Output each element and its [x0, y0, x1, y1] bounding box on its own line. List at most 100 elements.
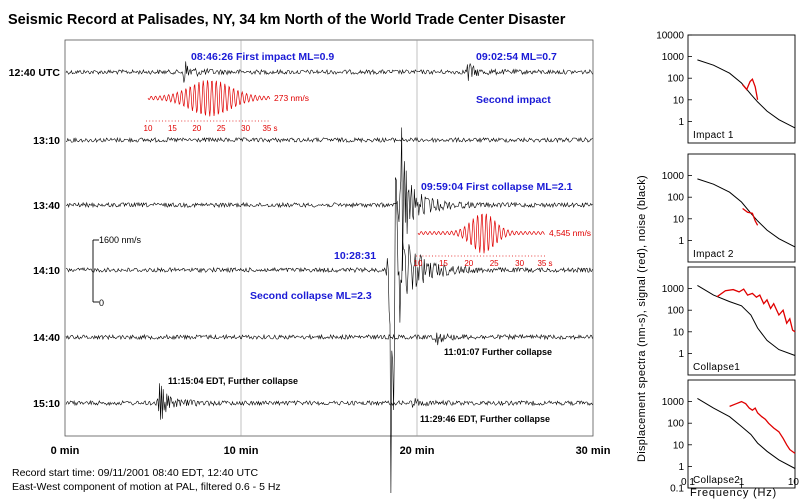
signal-spectrum-line [716, 288, 796, 333]
spectra-x-tick-label: 1 [739, 477, 745, 488]
footer-line-1: Record start time: 09/11/2001 08:40 EDT,… [12, 467, 259, 479]
seismogram-panel: 12:40 UTC 13:10 13:40 14:10 14:40 15:10 0 min… [9, 39, 611, 494]
spectra-subpanel: 1 10 100 1000 Impact 2 [662, 153, 796, 263]
seismogram-gridlines [240, 40, 418, 436]
noise-spectrum-line [697, 59, 796, 129]
seismogram-row-label: 14:40 [33, 332, 60, 344]
seismogram-rows: 12:40 UTC 13:10 13:40 14:10 14:40 15:10 [9, 67, 61, 410]
spectra-y-axis-label: Displacement spectra (nm-s), signal (red… [636, 175, 648, 462]
seismogram-event-label: Second impact [476, 94, 551, 106]
spectra-y-tick-label: 1000 [662, 397, 685, 408]
seismogram-x-tick-label: 30 min [576, 445, 611, 457]
seismogram-traces [65, 61, 593, 494]
inset-tick-label: 25 [217, 124, 226, 133]
noise-spectrum-line [697, 284, 796, 356]
seismogram-trace [65, 383, 593, 420]
spectra-x-tick-label: 0.1 [681, 477, 695, 488]
spectra-subpanel: 1 10 100 1000 10000 Impact 1 [656, 31, 796, 144]
seismogram-trace [65, 127, 593, 271]
seismogram-event-label: 11:15:04 EDT, Further collapse [168, 376, 298, 386]
figure-title: Seismic Record at Palisades, NY, 34 km N… [8, 12, 566, 28]
inset-waveform [147, 80, 271, 117]
seismogram-event-labels: 08:46:26 First impact ML=0.9 09:02:54 ML=… [168, 51, 573, 424]
seismogram-event-label: 11:29:46 EDT, Further collapse [420, 414, 550, 424]
spectra-y-tick-label: 1000 [662, 284, 685, 295]
inset-tick-label: 15 [168, 124, 177, 133]
spectra-y-tick-label: 10000 [656, 31, 684, 42]
seismogram-event-label: Second collapse ML=2.3 [250, 290, 372, 302]
seismogram-frame [64, 39, 594, 437]
inset-tick-label: 10 [414, 259, 423, 268]
spectra-y-tick-label: 1 [678, 349, 684, 360]
spectra-y-tick-label: 1 [678, 462, 684, 473]
inset-tick-label: 20 [464, 259, 473, 268]
spectra-y-tick-label: 10 [673, 214, 685, 225]
seismogram-trace [65, 332, 593, 346]
scale-bar-zero-label: 0 [99, 298, 104, 308]
spectra-subpanel-frame [687, 153, 796, 263]
spectra-subpanel-label: Collapse2 [693, 475, 740, 486]
footer-line-2: East-West component of motion at PAL, fi… [12, 481, 281, 493]
seismogram-row-label: 14:10 [33, 265, 60, 277]
signal-spectrum-line [742, 207, 759, 226]
spectra-subpanel-frame [687, 266, 796, 376]
spectra-y-tick-label: 1000 [662, 171, 685, 182]
inset-peak-label: 273 nm/s [274, 93, 309, 103]
inset-waveform [417, 213, 545, 254]
seismogram-event-label: 11:01:07 Further collapse [444, 347, 552, 357]
seismogram-x-ticks: 0 min 10 min 20 min 30 min [51, 445, 611, 457]
seismogram-row-label: 13:40 [33, 200, 60, 212]
spectra-y-tick-label: 10 [673, 440, 685, 451]
inset-tick-label: 35 s [262, 124, 277, 133]
spectra-y-tick-label: 100 [667, 419, 684, 430]
scale-bar: 1600 nm/s 0 [92, 235, 142, 308]
spectra-subpanels: 1 10 100 1000 10000 Impact 1 1 10 100 1000 Impact … [656, 31, 796, 495]
spectra-y-tick-label: 1000 [662, 52, 685, 63]
seismogram-event-label: 08:46:26 First impact ML=0.9 [191, 51, 334, 63]
spectra-subpanel-label: Impact 2 [693, 249, 734, 260]
inset-tick-label: 15 [439, 259, 448, 268]
seismogram-trace [65, 136, 593, 144]
seismogram-event-label: 10:28:31 [334, 250, 376, 262]
spectra-y-tick-label: 100 [667, 193, 684, 204]
spectra-subpanel-frame [687, 379, 796, 489]
inset-tick-label: 30 [241, 124, 250, 133]
spectra-y-tick-label: 0.1 [670, 484, 684, 495]
spectra-x-ticks: 0.1 1 10 [681, 477, 799, 488]
seismogram-event-label: 09:02:54 ML=0.7 [476, 51, 557, 63]
inset-peak-label: 4,545 nm/s [549, 228, 591, 238]
seismogram-row-label: 12:40 UTC [9, 67, 61, 79]
seismogram-x-tick-label: 10 min [224, 445, 259, 457]
spectra-x-axis-label: Frequency (Hz) [690, 487, 777, 499]
inset-tick-label: 20 [192, 124, 201, 133]
seismogram-row-label: 13:10 [33, 135, 60, 147]
inset-tick-label: 35 s [537, 259, 552, 268]
spectra-x-tick-label: 10 [788, 477, 800, 488]
seismogram-x-tick-label: 0 min [51, 445, 80, 457]
spectra-y-tick-label: 10 [673, 95, 685, 106]
seismogram-x-tick-label: 20 min [400, 445, 435, 457]
seismogram-insets: 273 nm/s 10 15 20 25 30 35 s 4,545 nm/s 10 15 20 25… [144, 80, 591, 268]
seismogram-row-label: 15:10 [33, 398, 60, 410]
seismogram-trace [65, 177, 593, 494]
spectra-y-tick-label: 1 [678, 236, 684, 247]
signal-spectrum-line [742, 78, 759, 100]
spectra-panel: Displacement spectra (nm-s), signal (red… [636, 31, 799, 499]
inset-tick-label: 10 [144, 124, 153, 133]
spectra-subpanel-label: Impact 1 [693, 130, 734, 141]
noise-spectrum-line [697, 178, 796, 248]
spectra-y-tick-label: 1 [678, 117, 684, 128]
spectra-subpanel: 1 10 100 1000 Collapse1 [662, 266, 796, 376]
spectra-y-tick-label: 100 [667, 74, 684, 85]
scale-bar-label: 1600 nm/s [99, 235, 142, 245]
seismogram-trace [65, 61, 593, 83]
noise-spectrum-line [697, 397, 796, 469]
spectra-y-tick-label: 10 [673, 327, 685, 338]
spectra-subpanel-frame [687, 34, 796, 144]
inset-tick-label: 30 [515, 259, 524, 268]
spectra-y-tick-label: 100 [667, 306, 684, 317]
inset-tick-label: 25 [490, 259, 499, 268]
spectra-subpanel-label: Collapse1 [693, 362, 740, 373]
signal-spectrum-line [729, 400, 796, 454]
